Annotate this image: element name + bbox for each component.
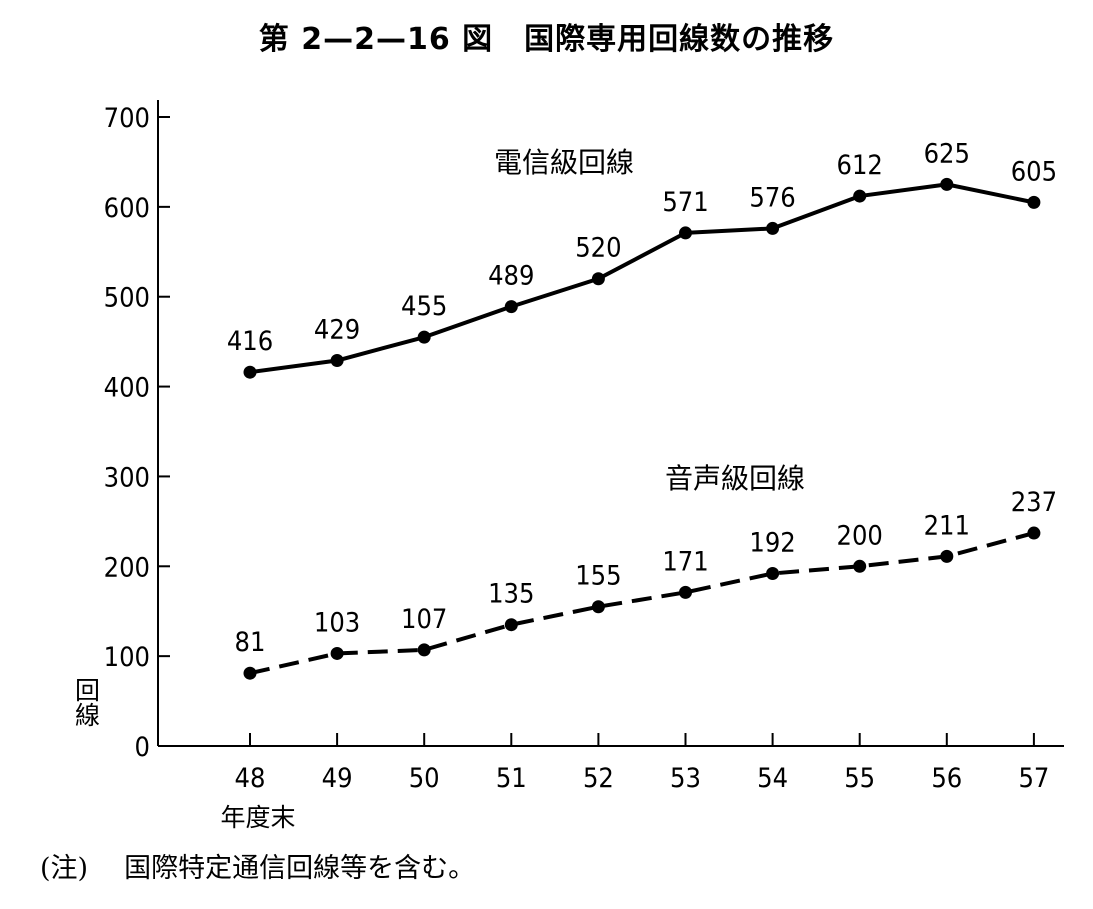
x-tick-label: 56: [931, 763, 962, 794]
x-tick-label: 49: [322, 763, 353, 794]
data-label: 211: [924, 510, 970, 541]
y-tick-label: 500: [104, 283, 150, 314]
x-tick-label: 51: [496, 763, 527, 794]
data-label: 455: [401, 291, 447, 322]
series-name-label: 音声級回線: [665, 462, 805, 495]
data-label: 571: [662, 187, 708, 218]
data-label: 605: [1011, 156, 1057, 187]
y-axis-label: 回線: [72, 677, 101, 727]
y-ticks: 0 100 200 300 400 500 600 700: [104, 103, 170, 763]
x-tick-label: 48: [235, 763, 266, 794]
series-line: [249, 531, 1035, 676]
data-point: [940, 177, 954, 191]
data-label: 237: [1011, 487, 1057, 518]
y-tick-label: 200: [104, 552, 150, 583]
footnote: (注) 国際特定通信回線等を含む。: [40, 846, 475, 885]
series-line: [249, 182, 1035, 375]
data-point: [591, 272, 605, 286]
data-label: 155: [575, 561, 621, 592]
data-label: 107: [401, 604, 447, 635]
footnote-text: 国際特定通信回線等を含む。: [124, 853, 476, 884]
data-point: [417, 330, 431, 344]
data-point: [940, 549, 954, 563]
footnote-mark: (注): [40, 853, 89, 884]
data-label: 576: [749, 182, 795, 213]
x-tick-label: 55: [844, 763, 875, 794]
data-label: 625: [924, 138, 970, 169]
data-point: [853, 189, 867, 203]
x-axis-suffix-label: 年度末: [220, 803, 295, 832]
data-point: [504, 618, 518, 632]
x-tick-label: 57: [1018, 763, 1049, 794]
data-label: 81: [235, 627, 266, 658]
y-tick-label: 700: [104, 103, 150, 134]
data-point: [679, 226, 692, 240]
chart-title: 第 2—2—16 図 国際専用回線数の推移: [258, 22, 835, 57]
data-label: 489: [488, 261, 534, 292]
x-ticks: 48 49 50 51 52 53 54 55 56 57: [235, 733, 1049, 794]
x-tick-label: 50: [409, 763, 440, 794]
data-label: 192: [749, 527, 795, 558]
data-point: [591, 600, 605, 614]
data-point: [1027, 195, 1041, 209]
y-tick-label: 300: [104, 462, 150, 493]
y-tick-label: 400: [104, 373, 150, 404]
data-label: 200: [837, 520, 883, 551]
data-label: 171: [662, 546, 708, 577]
x-tick-label: 53: [670, 763, 701, 794]
series-name-label: 電信級回線: [494, 146, 634, 179]
x-tick-label: 54: [757, 763, 788, 794]
data-point: [766, 221, 780, 235]
data-label: 103: [314, 607, 360, 638]
data-point: [504, 300, 518, 314]
data-point: [243, 365, 257, 379]
data-point: [679, 585, 692, 599]
data-label: 416: [227, 326, 273, 357]
data-point: [243, 666, 257, 680]
data-point: [766, 566, 780, 580]
data-point: [1027, 526, 1041, 540]
series-layer: 416 429 455 489 520 571 576 612 625 605 電信級回線 81 103…: [227, 138, 1057, 680]
y-tick-label: 100: [104, 642, 150, 673]
data-label: 429: [314, 315, 360, 346]
data-point: [330, 646, 344, 660]
axes: [157, 100, 1064, 747]
data-label: 135: [488, 579, 534, 610]
data-label: 520: [575, 233, 621, 264]
y-tick-label: 600: [104, 193, 150, 224]
y-tick-label: 0: [135, 732, 150, 763]
x-tick-label: 52: [583, 763, 614, 794]
data-point: [330, 354, 344, 368]
data-label: 612: [837, 150, 883, 181]
data-point: [417, 643, 431, 657]
data-point: [853, 559, 867, 573]
